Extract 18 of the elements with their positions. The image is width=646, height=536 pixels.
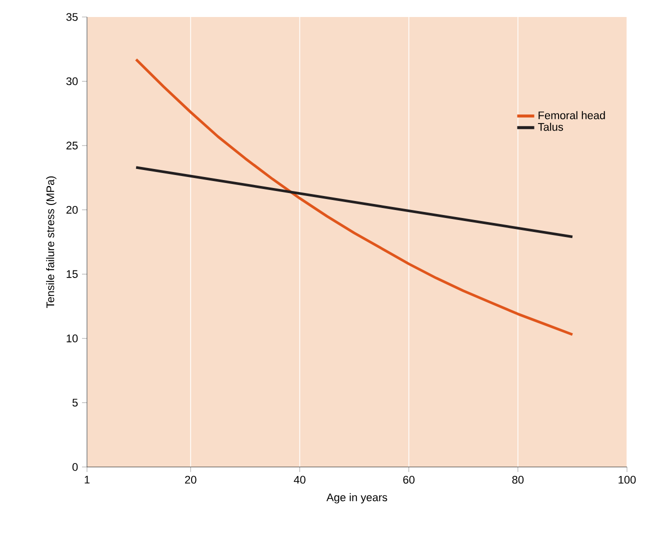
legend-label: Femoral head — [538, 111, 605, 120]
y-tick-label: 0 — [72, 463, 78, 471]
x-axis-title: Age in years — [326, 493, 388, 504]
y-tick-label: 25 — [66, 142, 78, 150]
y-tick-label: 30 — [66, 77, 78, 86]
y-tick-label: 20 — [66, 206, 78, 214]
x-tick-label: 1 — [84, 476, 90, 484]
y-tick-label: 10 — [66, 334, 78, 342]
x-tick-label: 100 — [618, 476, 636, 484]
x-tick-label: 40 — [294, 476, 306, 484]
y-tick-label: 35 — [66, 13, 78, 21]
y-tick-label: 5 — [72, 398, 78, 407]
x-tick-label: 60 — [403, 476, 415, 484]
y-tick-label: 15 — [66, 270, 78, 278]
legend-label: Talus — [538, 122, 564, 131]
x-tick-label: 20 — [185, 476, 196, 484]
x-tick-label: 80 — [512, 476, 524, 484]
y-axis-title: Tensile failure stress (MPa) — [46, 176, 56, 308]
